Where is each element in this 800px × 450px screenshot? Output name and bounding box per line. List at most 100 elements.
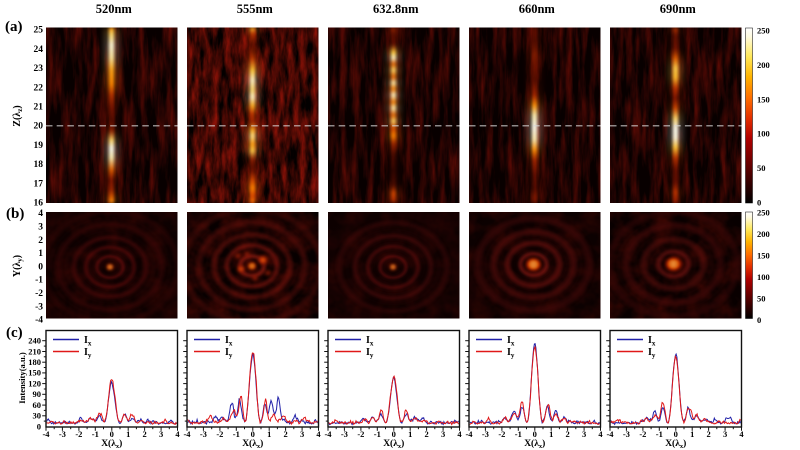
svg-text:-3: -3 [482, 429, 489, 439]
svg-text:-2: -2 [639, 429, 646, 439]
svg-text:Ix: Ix [366, 335, 374, 348]
svg-text:200: 200 [757, 60, 770, 70]
svg-text:4: 4 [457, 429, 462, 439]
svg-text:4: 4 [739, 429, 744, 439]
svg-text:-2: -2 [498, 429, 505, 439]
svg-text:Intensity(a.u.): Intensity(a.u.) [17, 352, 27, 404]
svg-text:3: 3 [38, 223, 43, 233]
svg-text:-4: -4 [465, 429, 473, 439]
svg-text:100: 100 [757, 272, 770, 282]
svg-text:-4: -4 [35, 316, 43, 326]
svg-text:-1: -1 [92, 429, 99, 439]
svg-text:22: 22 [34, 83, 44, 93]
svg-text:0: 0 [392, 429, 396, 439]
svg-text:150: 150 [28, 368, 41, 378]
svg-text:Y(λy): Y(λy) [12, 255, 24, 277]
svg-text:3: 3 [582, 429, 586, 439]
svg-text:-2: -2 [75, 429, 82, 439]
svg-text:Ix: Ix [225, 335, 233, 348]
svg-text:-4: -4 [606, 429, 614, 439]
svg-text:240: 240 [28, 336, 41, 346]
svg-text:4: 4 [316, 429, 321, 439]
svg-text:X(λx): X(λx) [101, 438, 122, 450]
svg-text:-1: -1 [374, 429, 381, 439]
svg-text:1: 1 [408, 429, 412, 439]
svg-text:555nm: 555nm [237, 2, 274, 16]
svg-text:X(λx): X(λx) [242, 438, 263, 450]
svg-text:1: 1 [38, 249, 43, 259]
svg-text:20: 20 [34, 122, 44, 132]
svg-text:-3: -3 [59, 429, 66, 439]
svg-text:16: 16 [34, 199, 44, 209]
svg-text:520nm: 520nm [96, 2, 133, 16]
svg-text:0: 0 [110, 429, 114, 439]
svg-text:X(λx): X(λx) [524, 438, 545, 450]
svg-text:X(λx): X(λx) [665, 438, 686, 450]
svg-text:25: 25 [34, 26, 44, 36]
svg-text:-4: -4 [183, 429, 191, 439]
svg-text:Iy: Iy [648, 347, 656, 360]
svg-text:-1: -1 [515, 429, 522, 439]
svg-text:-1: -1 [656, 429, 663, 439]
svg-text:90: 90 [33, 389, 42, 399]
svg-text:0: 0 [251, 429, 255, 439]
svg-text:21: 21 [34, 103, 44, 113]
svg-text:632.8nm: 632.8nm [373, 2, 419, 16]
svg-text:-1: -1 [35, 276, 43, 286]
svg-text:0: 0 [533, 429, 537, 439]
svg-text:2: 2 [424, 429, 428, 439]
svg-text:Iy: Iy [225, 347, 233, 360]
svg-text:4: 4 [598, 429, 603, 439]
svg-text:X(λx): X(λx) [383, 438, 404, 450]
svg-text:Iy: Iy [84, 347, 92, 360]
svg-text:Iy: Iy [366, 347, 374, 360]
svg-text:-1: -1 [233, 429, 240, 439]
svg-text:0: 0 [38, 262, 43, 272]
svg-text:210: 210 [28, 346, 41, 356]
svg-text:0: 0 [37, 421, 41, 431]
svg-text:-3: -3 [200, 429, 207, 439]
svg-text:-3: -3 [35, 302, 43, 312]
svg-text:-3: -3 [341, 429, 348, 439]
svg-text:18: 18 [34, 160, 44, 170]
svg-text:3: 3 [300, 429, 304, 439]
svg-text:150: 150 [757, 250, 770, 260]
svg-text:(a): (a) [5, 19, 23, 35]
svg-text:Ix: Ix [84, 335, 92, 348]
svg-text:Iy: Iy [507, 347, 515, 360]
svg-text:30: 30 [33, 411, 42, 421]
svg-text:2: 2 [38, 236, 43, 246]
svg-text:24: 24 [34, 45, 44, 55]
svg-text:17: 17 [34, 179, 44, 189]
svg-text:-4: -4 [42, 429, 50, 439]
svg-text:0: 0 [757, 198, 761, 208]
svg-text:Ix: Ix [648, 335, 656, 348]
svg-text:660nm: 660nm [519, 2, 556, 16]
svg-text:60: 60 [33, 400, 42, 410]
svg-text:150: 150 [757, 94, 770, 104]
svg-text:2: 2 [706, 429, 710, 439]
svg-text:3: 3 [723, 429, 727, 439]
svg-text:250: 250 [757, 26, 770, 36]
svg-text:2: 2 [565, 429, 569, 439]
svg-text:-2: -2 [357, 429, 364, 439]
svg-text:50: 50 [757, 163, 766, 173]
svg-text:50: 50 [757, 293, 766, 303]
svg-text:2: 2 [142, 429, 146, 439]
svg-text:3: 3 [441, 429, 445, 439]
svg-text:2: 2 [283, 429, 287, 439]
svg-text:4: 4 [38, 209, 43, 219]
svg-text:(c): (c) [6, 325, 23, 341]
svg-text:1: 1 [549, 429, 553, 439]
svg-text:4: 4 [175, 429, 180, 439]
svg-text:120: 120 [28, 378, 41, 388]
svg-text:1: 1 [126, 429, 130, 439]
svg-text:250: 250 [757, 207, 770, 217]
svg-text:-3: -3 [623, 429, 630, 439]
svg-text:-4: -4 [324, 429, 332, 439]
svg-text:19: 19 [34, 141, 44, 151]
svg-text:690nm: 690nm [660, 2, 697, 16]
svg-text:1: 1 [267, 429, 271, 439]
svg-text:Ix: Ix [507, 335, 515, 348]
svg-text:180: 180 [28, 357, 41, 367]
